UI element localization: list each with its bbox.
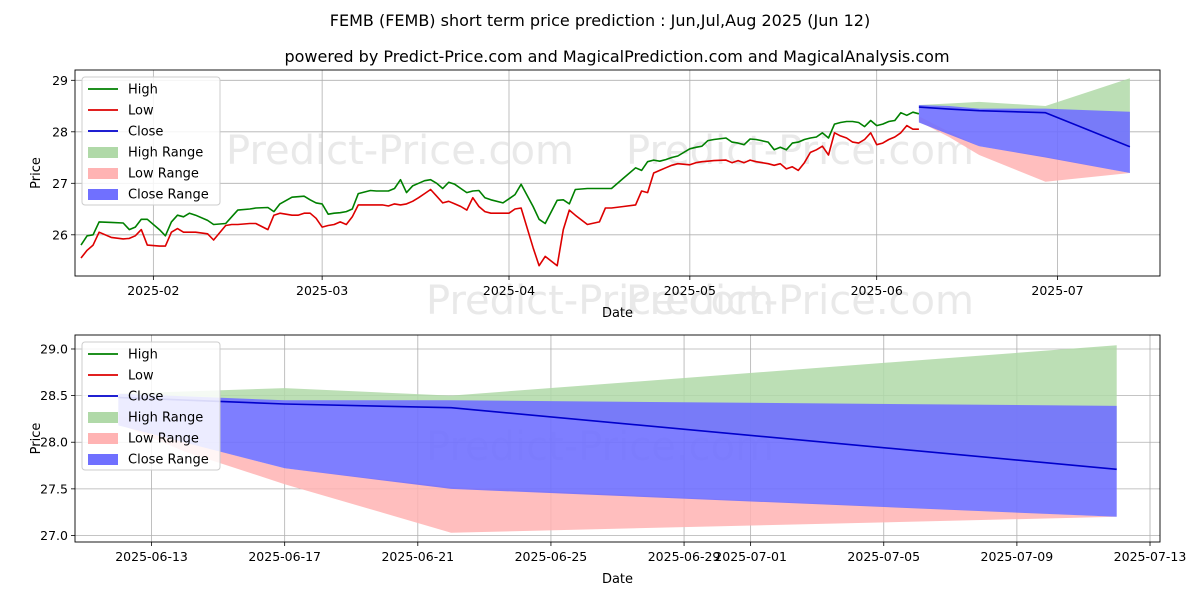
- y-tick-label: 28: [52, 124, 68, 139]
- range-low-range: [118, 414, 1117, 533]
- series-group: [80, 78, 1131, 267]
- y-tick-label: 28.0: [40, 435, 68, 450]
- legend-label: Close: [128, 390, 163, 405]
- x-tick-label: 2025-06: [851, 283, 903, 298]
- legend-swatch: [88, 147, 118, 158]
- x-tick-label: 2025-06-29: [648, 549, 721, 564]
- legend: High Low Close High Range Low Range Close Ran…: [81, 76, 221, 206]
- x-tick-label: 2025-06-17: [248, 549, 321, 564]
- y-tick-label: 29: [52, 73, 68, 88]
- plot-bottom: Predict-Price.com2025-06-132025-06-17202…: [29, 334, 1187, 587]
- x-tick-label: 2025-06-13: [115, 549, 188, 564]
- y-tick-label: 27.0: [40, 528, 68, 543]
- legend-label: Close Range: [128, 188, 209, 203]
- series-high-line: [80, 111, 920, 246]
- range-close-range: [118, 393, 1117, 517]
- x-tick-label: 2025-02: [127, 283, 179, 298]
- x-tick-label: 2025-07-13: [1114, 549, 1187, 564]
- chart-title: FEMB (FEMB) short term price prediction …: [330, 11, 870, 30]
- y-tick-label: 29.0: [40, 341, 68, 356]
- x-axis-label: Date: [602, 572, 633, 587]
- x-tick-label: 2025-07-05: [847, 549, 920, 564]
- axes-frame: [74, 69, 1161, 277]
- legend-label: Low: [128, 369, 154, 384]
- range-close-range: [918, 105, 1130, 173]
- range-low-range: [918, 116, 1130, 182]
- x-tick-label: 2025-05: [664, 283, 716, 298]
- y-tick-label: 27.5: [40, 481, 68, 496]
- x-tick-label: 2025-06-21: [381, 549, 454, 564]
- legend-label: Close: [128, 125, 163, 140]
- legend-swatch: [88, 412, 118, 423]
- y-tick-label: 28.5: [40, 388, 68, 403]
- legend: High Low Close High Range Low Range Close Ran…: [81, 341, 221, 471]
- x-tick-label: 2025-03: [296, 283, 348, 298]
- x-tick-label: 2025-06-25: [515, 549, 588, 564]
- legend-swatch: [88, 454, 118, 465]
- chart-subtitle: powered by Predict-Price.com and Magical…: [284, 47, 949, 66]
- legend-label: Low: [128, 104, 154, 119]
- legend-swatch: [88, 433, 118, 444]
- series-close-line: [918, 106, 1131, 148]
- watermark: Predict-Price.com: [626, 278, 974, 324]
- y-tick-label: 26: [52, 227, 68, 242]
- legend-swatch: [88, 168, 118, 179]
- legend-label: High: [128, 83, 158, 98]
- legend-swatch: [88, 189, 118, 200]
- y-axis-label: Price: [29, 423, 44, 455]
- plot-top: Predict-Price.comPredict-Price.comPredic…: [29, 69, 1161, 324]
- legend-label: High Range: [128, 146, 203, 161]
- watermark: Predict-Price.com: [226, 128, 574, 174]
- watermark: Predict-Price.com: [426, 278, 774, 324]
- x-tick-label: 2025-07-09: [981, 549, 1054, 564]
- x-tick-label: 2025-07-01: [714, 549, 787, 564]
- x-tick-label: 2025-04: [483, 283, 535, 298]
- series-group: [118, 345, 1117, 533]
- legend-label: Low Range: [128, 432, 199, 447]
- x-tick-label: 2025-07: [1031, 283, 1083, 298]
- legend-label: High Range: [128, 411, 203, 426]
- x-axis-label: Date: [602, 306, 633, 321]
- watermark: Predict-Price.com: [626, 128, 974, 174]
- legend-label: Close Range: [128, 453, 209, 468]
- legend-label: High: [128, 348, 158, 363]
- y-axis-label: Price: [29, 157, 44, 189]
- legend-label: Low Range: [128, 167, 199, 182]
- series-low-line: [80, 124, 919, 267]
- y-tick-label: 27: [52, 176, 68, 191]
- axes-frame: [74, 334, 1161, 543]
